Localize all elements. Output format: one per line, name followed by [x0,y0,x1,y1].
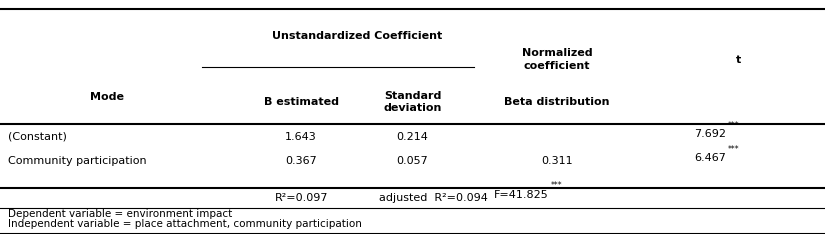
Text: B estimated: B estimated [264,97,338,107]
Text: t: t [736,55,741,65]
Text: Normalized
coefficient: Normalized coefficient [521,48,592,71]
Text: 1.643: 1.643 [285,132,317,142]
Text: Independent variable = place attachment, community participation: Independent variable = place attachment,… [8,219,362,229]
Text: 7.692: 7.692 [694,129,726,139]
Text: Unstandardized Coefficient: Unstandardized Coefficient [271,31,442,41]
Text: ***: *** [728,145,739,154]
Text: Mode: Mode [90,92,125,102]
Text: 6.467: 6.467 [694,154,726,164]
Text: ***: *** [728,121,739,130]
Text: adjusted  R²=0.094: adjusted R²=0.094 [379,193,488,203]
Text: 0.311: 0.311 [541,157,573,166]
Text: ***: *** [550,181,562,190]
Text: (Constant): (Constant) [8,132,67,142]
Text: 0.367: 0.367 [285,157,317,166]
Text: F=41.825: F=41.825 [494,190,549,200]
Text: R²=0.097: R²=0.097 [275,193,328,203]
Text: Beta distribution: Beta distribution [504,97,610,107]
Text: 0.057: 0.057 [397,157,428,166]
Text: Dependent variable = environment impact: Dependent variable = environment impact [8,209,233,219]
Text: Community participation: Community participation [8,157,147,166]
Text: Standard
deviation: Standard deviation [384,91,441,113]
Text: 0.214: 0.214 [397,132,428,142]
